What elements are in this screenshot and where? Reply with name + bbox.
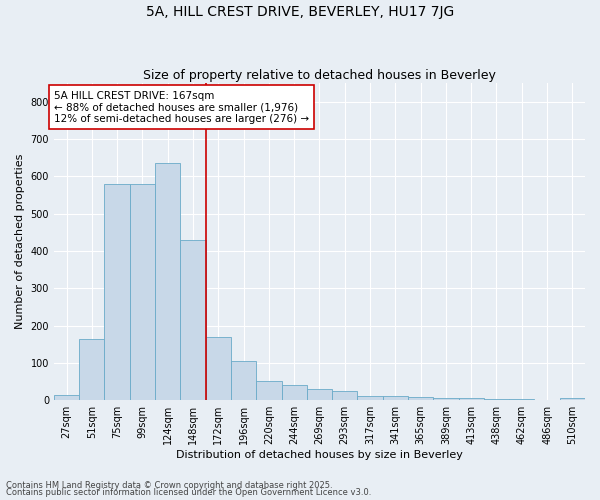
Bar (231, 361, 256, 400)
X-axis label: Distribution of detached houses by size in Beverley: Distribution of detached houses by size … (176, 450, 463, 460)
Title: Size of property relative to detached houses in Beverley: Size of property relative to detached ho… (143, 69, 496, 82)
Bar (332, 391, 358, 400)
Bar (408, 397, 433, 400)
Bar (206, 337, 231, 400)
Bar (358, 396, 383, 400)
Bar (307, 389, 332, 400)
Bar (281, 384, 307, 400)
Bar (155, 164, 181, 400)
Bar (54, 394, 79, 400)
Bar (383, 396, 408, 400)
Y-axis label: Number of detached properties: Number of detached properties (15, 154, 25, 330)
Text: Contains public sector information licensed under the Open Government Licence v3: Contains public sector information licen… (6, 488, 371, 497)
Bar (458, 398, 484, 400)
Bar (104, 184, 130, 400)
Bar (484, 399, 509, 400)
Bar (181, 240, 206, 400)
Text: 5A, HILL CREST DRIVE, BEVERLEY, HU17 7JG: 5A, HILL CREST DRIVE, BEVERLEY, HU17 7JG (146, 5, 454, 19)
Bar (256, 381, 281, 400)
Text: 5A HILL CREST DRIVE: 167sqm
← 88% of detached houses are smaller (1,976)
12% of : 5A HILL CREST DRIVE: 167sqm ← 88% of det… (54, 90, 309, 124)
Bar (130, 184, 155, 400)
Text: Contains HM Land Registry data © Crown copyright and database right 2025.: Contains HM Land Registry data © Crown c… (6, 480, 332, 490)
Bar (560, 398, 585, 400)
Bar (79, 338, 104, 400)
Bar (433, 398, 458, 400)
